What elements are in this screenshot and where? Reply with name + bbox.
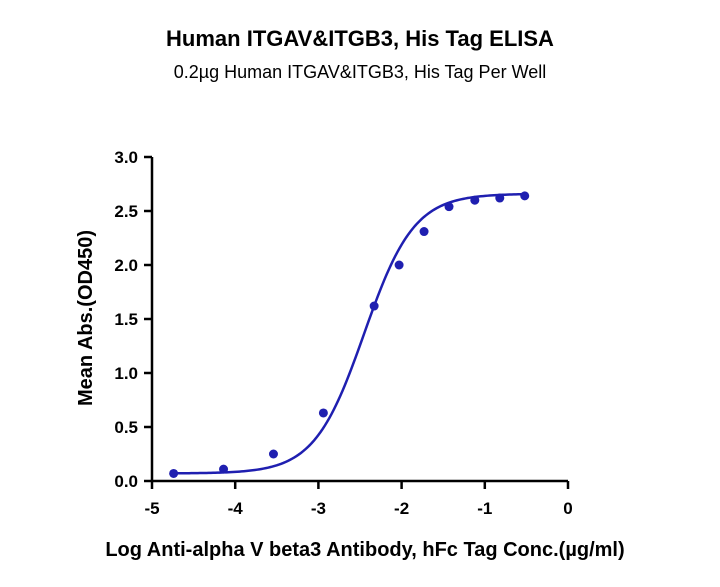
data-point: [394, 260, 404, 270]
y-tick-label: 2.0: [114, 256, 138, 275]
x-tick-label: -4: [228, 499, 244, 518]
data-point: [369, 301, 379, 311]
y-tick-label: 0.5: [114, 418, 138, 437]
data-point: [444, 202, 454, 212]
data-point: [419, 227, 429, 237]
data-point: [219, 464, 229, 474]
x-tick-label: 0: [563, 499, 572, 518]
y-tick-label: 1.0: [114, 364, 138, 383]
x-tick-label: -5: [144, 499, 159, 518]
data-point: [268, 449, 278, 459]
y-tick-label: 3.0: [114, 148, 138, 167]
axes: 0.0 0.5 1.0 1.5 2.0 2.5 3.0 -5 -4 -3 -2 -1 0: [114, 148, 572, 518]
chart-subtitle: 0.2µg Human ITGAV&ITGB3, His Tag Per Wel…: [173, 62, 547, 82]
chart-title: Human ITGAV&ITGB3, His Tag ELISA: [166, 26, 554, 51]
data-point: [470, 195, 480, 205]
data-point: [495, 193, 505, 203]
x-tick-label: -2: [394, 499, 409, 518]
data-point: [520, 191, 530, 201]
y-tick-label: 0.0: [114, 472, 138, 491]
fit-curve-layer: [173, 192, 525, 475]
y-tick-label: 2.5: [114, 202, 138, 221]
data-points-layer: [169, 191, 530, 478]
data-point: [318, 408, 328, 418]
y-tick-label: 1.5: [114, 310, 138, 329]
x-tick-label: -3: [311, 499, 326, 518]
x-axis-label: Log Anti-alpha V beta3 Antibody, hFc Tag…: [105, 539, 624, 561]
data-point: [169, 468, 179, 478]
y-axis-label: Mean Abs.(OD450): [75, 230, 97, 406]
x-tick-label: -1: [477, 499, 492, 518]
fit-curve: [173, 192, 525, 475]
